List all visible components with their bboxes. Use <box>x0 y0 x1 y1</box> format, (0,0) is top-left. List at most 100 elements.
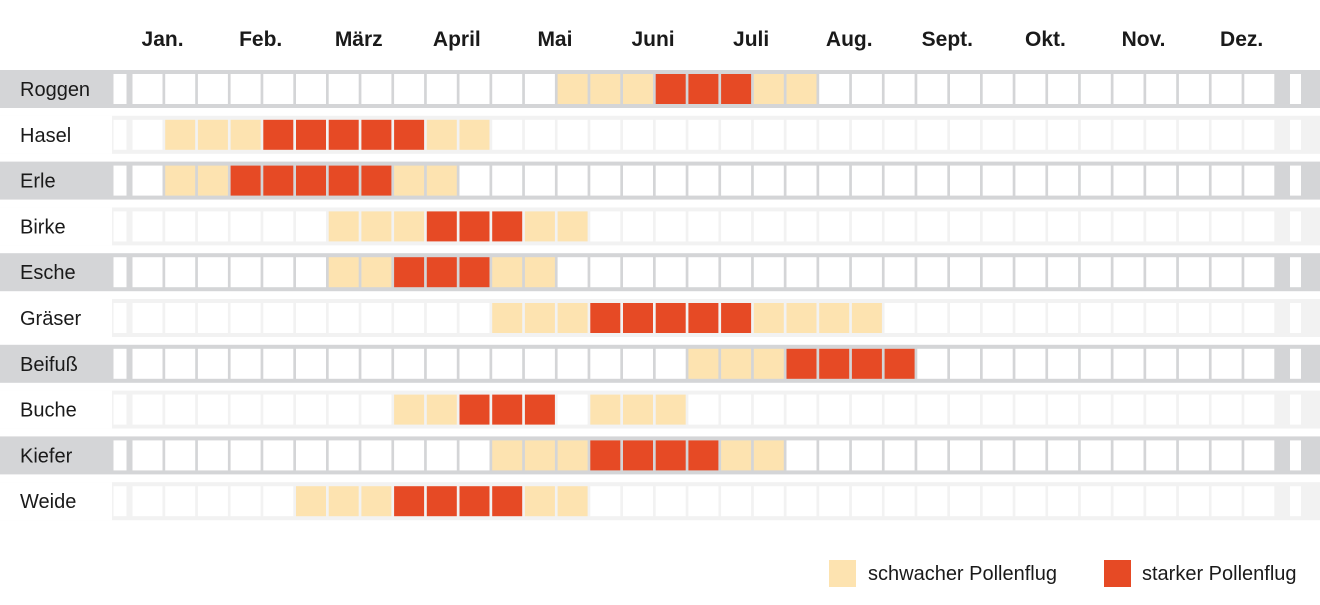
cell-strong <box>492 394 523 425</box>
cell-strong <box>786 348 817 379</box>
cell-empty <box>1015 348 1046 379</box>
cell-empty <box>230 440 261 471</box>
cell-empty <box>1080 348 1111 379</box>
cell-empty <box>655 211 686 242</box>
cell-empty <box>524 74 555 104</box>
cell-empty <box>328 348 359 379</box>
row-label-background <box>0 390 112 429</box>
row-label-background <box>0 482 112 521</box>
cell-empty <box>132 348 163 379</box>
cell-empty <box>917 440 948 471</box>
cell-weak <box>459 119 490 150</box>
cell-empty <box>132 74 163 104</box>
cell-empty <box>950 211 980 242</box>
cell-strong <box>655 303 686 333</box>
cell-empty <box>1015 165 1046 196</box>
cell-empty <box>230 211 261 242</box>
cell-empty <box>459 303 490 333</box>
cell-empty <box>982 486 1013 517</box>
cell-strong <box>655 74 686 104</box>
cell-empty <box>1211 348 1242 379</box>
cell-empty <box>459 165 490 196</box>
cell-empty <box>851 440 882 471</box>
cell-empty <box>1178 257 1209 288</box>
cell-empty <box>132 486 163 517</box>
cell-empty <box>1211 119 1242 150</box>
cell-empty <box>1080 74 1111 104</box>
cell-empty <box>721 486 752 517</box>
cell-empty <box>851 257 882 288</box>
cell-strong <box>688 303 719 333</box>
cell-empty <box>721 119 752 150</box>
row-edge-cell <box>1290 119 1301 150</box>
cell-strong <box>328 119 359 150</box>
legend-swatch-strong <box>1104 560 1131 587</box>
cell-strong <box>524 394 555 425</box>
cell-empty <box>1244 119 1275 150</box>
cell-empty <box>917 303 948 333</box>
pollen-row: Weide <box>0 482 1320 521</box>
cell-empty <box>197 348 228 379</box>
cell-weak <box>328 486 359 517</box>
row-label: Esche <box>20 262 76 284</box>
cell-empty <box>982 257 1013 288</box>
cell-empty <box>1015 257 1046 288</box>
cell-empty <box>688 119 719 150</box>
row-label: Hasel <box>20 125 71 147</box>
cell-empty <box>426 440 457 471</box>
cell-empty <box>884 211 915 242</box>
cell-empty <box>623 119 653 150</box>
cell-empty <box>1178 211 1209 242</box>
cell-empty <box>851 486 882 517</box>
cell-empty <box>557 348 588 379</box>
cell-strong <box>492 486 523 517</box>
cell-empty <box>950 257 980 288</box>
cell-empty <box>1244 394 1275 425</box>
cell-empty <box>721 165 752 196</box>
cell-empty <box>753 394 784 425</box>
cell-strong <box>394 257 425 288</box>
cell-empty <box>1015 486 1046 517</box>
row-label-background <box>0 299 112 337</box>
cell-weak <box>623 74 653 104</box>
cell-empty <box>917 211 948 242</box>
cell-strong <box>230 165 261 196</box>
cell-weak <box>590 74 621 104</box>
cell-strong <box>426 211 457 242</box>
cell-empty <box>1211 440 1242 471</box>
cell-weak <box>426 119 457 150</box>
cell-empty <box>1048 257 1079 288</box>
cell-empty <box>982 119 1013 150</box>
legend-label-weak: schwacher Pollenflug <box>868 563 1057 585</box>
cell-empty <box>1015 394 1046 425</box>
cell-strong <box>296 165 326 196</box>
cell-empty <box>721 257 752 288</box>
cell-empty <box>1211 303 1242 333</box>
cell-weak <box>557 303 588 333</box>
cell-empty <box>950 348 980 379</box>
cell-empty <box>263 348 294 379</box>
cell-empty <box>524 119 555 150</box>
cell-empty <box>753 165 784 196</box>
cell-weak <box>786 74 817 104</box>
pollen-row: Gräser <box>0 299 1320 337</box>
cell-weak <box>655 394 686 425</box>
cell-empty <box>197 74 228 104</box>
cell-empty <box>1146 119 1177 150</box>
cell-empty <box>426 348 457 379</box>
month-label: April <box>433 28 481 51</box>
cell-empty <box>851 119 882 150</box>
cell-empty <box>1244 440 1275 471</box>
cell-empty <box>165 303 196 333</box>
cell-empty <box>557 119 588 150</box>
row-edge-cell <box>1290 303 1301 333</box>
cell-empty <box>1244 486 1275 517</box>
cell-strong <box>426 486 457 517</box>
cell-empty <box>361 74 392 104</box>
cell-empty <box>1244 257 1275 288</box>
cell-weak <box>721 440 752 471</box>
cell-empty <box>819 119 850 150</box>
cell-empty <box>1211 211 1242 242</box>
cell-empty <box>1244 303 1275 333</box>
cell-empty <box>884 165 915 196</box>
